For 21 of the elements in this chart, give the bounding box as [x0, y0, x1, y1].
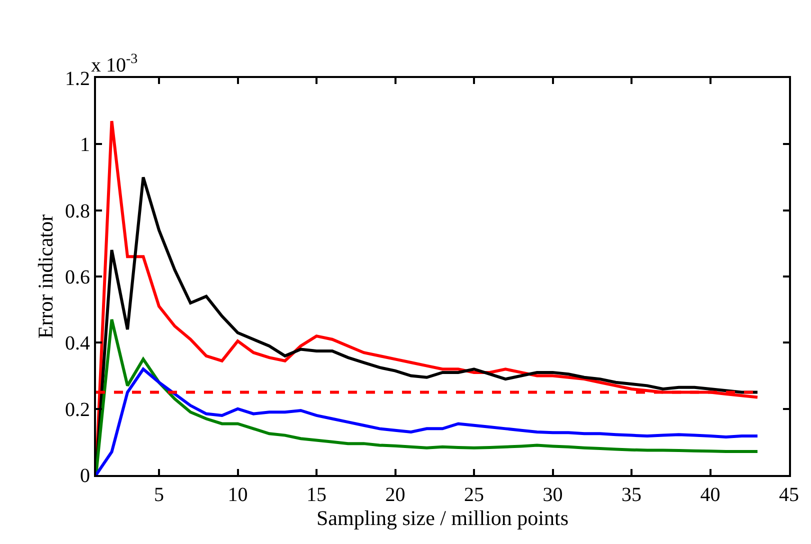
y-tick-label: 0.8: [65, 200, 90, 222]
x-tick-label: 5: [154, 484, 164, 506]
y-axis-title: Error indicator: [34, 214, 58, 339]
x-tick-label: 45: [779, 484, 799, 506]
line-series: [96, 368, 759, 475]
line-series: [96, 318, 759, 475]
x-tick-label: 20: [385, 484, 406, 506]
x-tick-label: 35: [622, 484, 642, 506]
x-tick-label: 10: [228, 484, 248, 506]
x-tick-label: 25: [464, 484, 484, 506]
y-tick-label: 0.2: [65, 398, 90, 421]
x-tick-label: 40: [700, 484, 720, 506]
x-axis-title: Sampling size / million points: [316, 506, 568, 530]
y-tick-label: 0.6: [65, 266, 90, 288]
y-tick-label: 1.2: [65, 68, 90, 90]
x-tick-label: 15: [306, 484, 326, 506]
text: x 10$^{-3}$: [91, 52, 138, 76]
y-tick-label: 0.4: [65, 332, 90, 355]
x-tick-label: 30: [542, 484, 563, 506]
y-tick-label: 0: [80, 465, 90, 487]
y-tick-label: 1: [80, 134, 90, 156]
